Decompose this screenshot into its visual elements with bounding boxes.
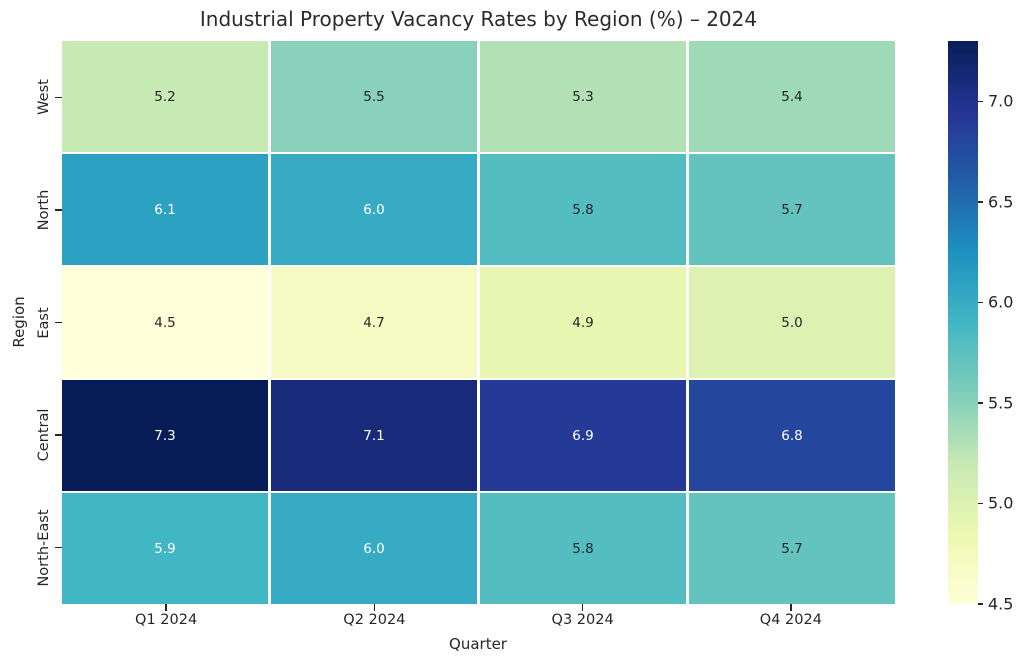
heatmap-cell-Central-Q2: 7.1: [271, 380, 477, 491]
colorbar-tick-label-6.5: 6.5: [988, 192, 1014, 212]
heatmap-grid: 5.2 5.5 5.3 5.4 6.1 6.0 5.8 5.7 4.5 4.7 4.9 5.0 7.3 7…: [62, 41, 895, 604]
x-tick-label-Q3: Q3 2024: [551, 612, 614, 628]
heatmap-cell-North-Q1: 6.1: [62, 154, 268, 265]
y-tick-mark: [55, 434, 62, 436]
x-tick-mark: [790, 604, 792, 611]
heatmap-cell-Central-Q1: 7.3: [62, 380, 268, 491]
colorbar-tick-label-7.0: 7.0: [988, 91, 1014, 111]
colorbar-tick-mark: [978, 100, 983, 102]
y-tick-label-East: East: [36, 306, 52, 339]
y-tick-label-North: North: [36, 189, 52, 231]
x-tick-mark: [581, 604, 584, 611]
heatmap-cell-North-East-Q1: 5.9: [62, 493, 268, 604]
x-tick-label-Q4: Q4 2024: [759, 612, 822, 628]
heatmap-cell-North-Q2: 6.0: [271, 154, 477, 265]
y-tick-mark: [55, 321, 62, 324]
y-tick-mark: [55, 547, 62, 549]
plot-title: Industrial Property Vacancy Rates by Reg…: [199, 7, 758, 31]
heatmap-cell-North-East-Q4: 5.7: [689, 493, 895, 604]
heatmap-cell-North-Q4: 5.7: [689, 154, 895, 265]
heatmap-cell-North-East-Q2: 6.0: [271, 493, 477, 604]
heatmap-cell-West-Q4: 5.4: [689, 41, 895, 152]
y-tick-mark: [55, 209, 62, 211]
heatmap-cell-West-Q2: 5.5: [271, 41, 477, 152]
x-tick-label-Q2: Q2 2024: [343, 612, 406, 628]
heatmap-cell-East-Q1: 4.5: [62, 267, 268, 378]
colorbar-tick-mark: [978, 301, 983, 304]
colorbar-tick-label-6.0: 6.0: [988, 292, 1014, 312]
colorbar-tick-mark: [978, 201, 983, 203]
colorbar-tick-label-5.0: 5.0: [988, 493, 1014, 513]
colorbar-tick-mark: [978, 603, 983, 605]
colorbar-tick-label-5.5: 5.5: [988, 393, 1014, 413]
y-tick-mark: [55, 96, 62, 98]
heatmap-cell-West-Q1: 5.2: [62, 41, 268, 152]
heatmap-cell-North-East-Q3: 5.8: [480, 493, 686, 604]
x-tick-mark: [165, 604, 167, 611]
y-tick-label-West: West: [36, 79, 52, 116]
x-tick-mark: [373, 604, 376, 611]
colorbar-tick-mark: [978, 402, 983, 404]
heatmap-cell-North-Q3: 5.8: [480, 154, 686, 265]
heatmap-cell-Central-Q4: 6.8: [689, 380, 895, 491]
heatmap-cell-East-Q2: 4.7: [271, 267, 477, 378]
y-tick-label-Central: Central: [36, 408, 52, 462]
heatmap-cell-East-Q4: 5.0: [689, 267, 895, 378]
colorbar-tick-mark: [978, 502, 983, 505]
colorbar-tick-label-4.5: 4.5: [988, 594, 1014, 614]
heatmap-cell-East-Q3: 4.9: [480, 267, 686, 378]
heatmap-cell-Central-Q3: 6.9: [480, 380, 686, 491]
x-axis-label: Quarter: [449, 635, 507, 653]
y-axis-label: Region: [10, 296, 28, 348]
y-tick-label-North-East: North-East: [36, 509, 52, 587]
colorbar: [948, 41, 978, 604]
x-tick-label-Q1: Q1 2024: [135, 612, 198, 628]
heatmap-cell-West-Q3: 5.3: [480, 41, 686, 152]
